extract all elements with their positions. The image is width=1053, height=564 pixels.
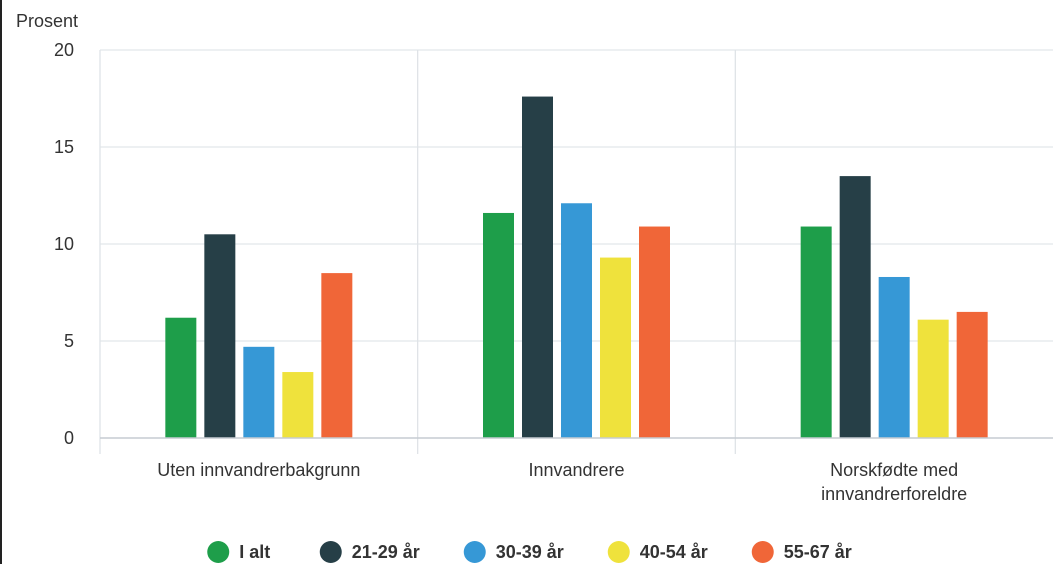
legend-marker — [319, 541, 342, 563]
x-category-label: Norskfødte med innvandrerforeldre — [821, 460, 967, 504]
bar-1-3[interactable] — [600, 257, 631, 438]
bar-0-3[interactable] — [282, 372, 314, 438]
y-tick-label: 10 — [54, 234, 74, 254]
legend-label: 55-67 år — [784, 542, 852, 562]
y-tick-label: 20 — [54, 40, 74, 60]
legend-item-3[interactable]: 40-54 år — [607, 541, 708, 563]
x-category-label: Innvandrere — [528, 460, 624, 480]
legend-label: 40-54 år — [640, 542, 708, 562]
legend-label: I alt — [239, 542, 270, 562]
legend-item-0[interactable]: I alt — [207, 541, 270, 563]
bar-2-2[interactable] — [878, 276, 910, 438]
legend-marker — [751, 541, 774, 563]
y-tick-label: 15 — [54, 137, 74, 157]
legend-marker — [607, 541, 630, 563]
bar-2-3[interactable] — [917, 319, 949, 438]
bar-1-0[interactable] — [483, 212, 514, 438]
bar-0-2[interactable] — [243, 346, 275, 438]
legend-marker — [207, 541, 230, 563]
bar-2-1[interactable] — [839, 176, 871, 438]
bar-1-1[interactable] — [522, 96, 553, 438]
y-axis-unit-label: Prosent — [16, 11, 78, 31]
legend-item-2[interactable]: 30-39 år — [463, 541, 564, 563]
legend-label: 21-29 år — [352, 542, 420, 562]
bar-1-4[interactable] — [639, 226, 670, 438]
bar-2-4[interactable] — [956, 311, 988, 438]
y-tick-label: 0 — [64, 428, 74, 448]
y-axis: Prosent 0 5 10 15 20 — [16, 11, 78, 448]
bar-0-1[interactable] — [204, 234, 236, 438]
legend-label: 30-39 år — [496, 542, 564, 562]
legend-item-4[interactable]: 55-67 år — [751, 541, 852, 563]
legend: I alt 21-29 år 30-39 år 40-54 år 55-67 år — [207, 541, 852, 563]
bar-1-2[interactable] — [561, 203, 592, 438]
legend-item-1[interactable]: 21-29 år — [319, 541, 420, 563]
bar-2-0[interactable] — [800, 226, 832, 438]
x-category-label: Uten innvandrerbakgrunn — [157, 460, 360, 480]
y-tick-label: 5 — [64, 331, 74, 351]
legend-marker — [463, 541, 486, 563]
bar-0-4[interactable] — [321, 273, 353, 438]
bar-0-0[interactable] — [165, 317, 197, 438]
x-axis: Uten innvandrerbakgrunn Innvandrere Norskf… — [100, 437, 1053, 504]
bars — [165, 96, 988, 438]
